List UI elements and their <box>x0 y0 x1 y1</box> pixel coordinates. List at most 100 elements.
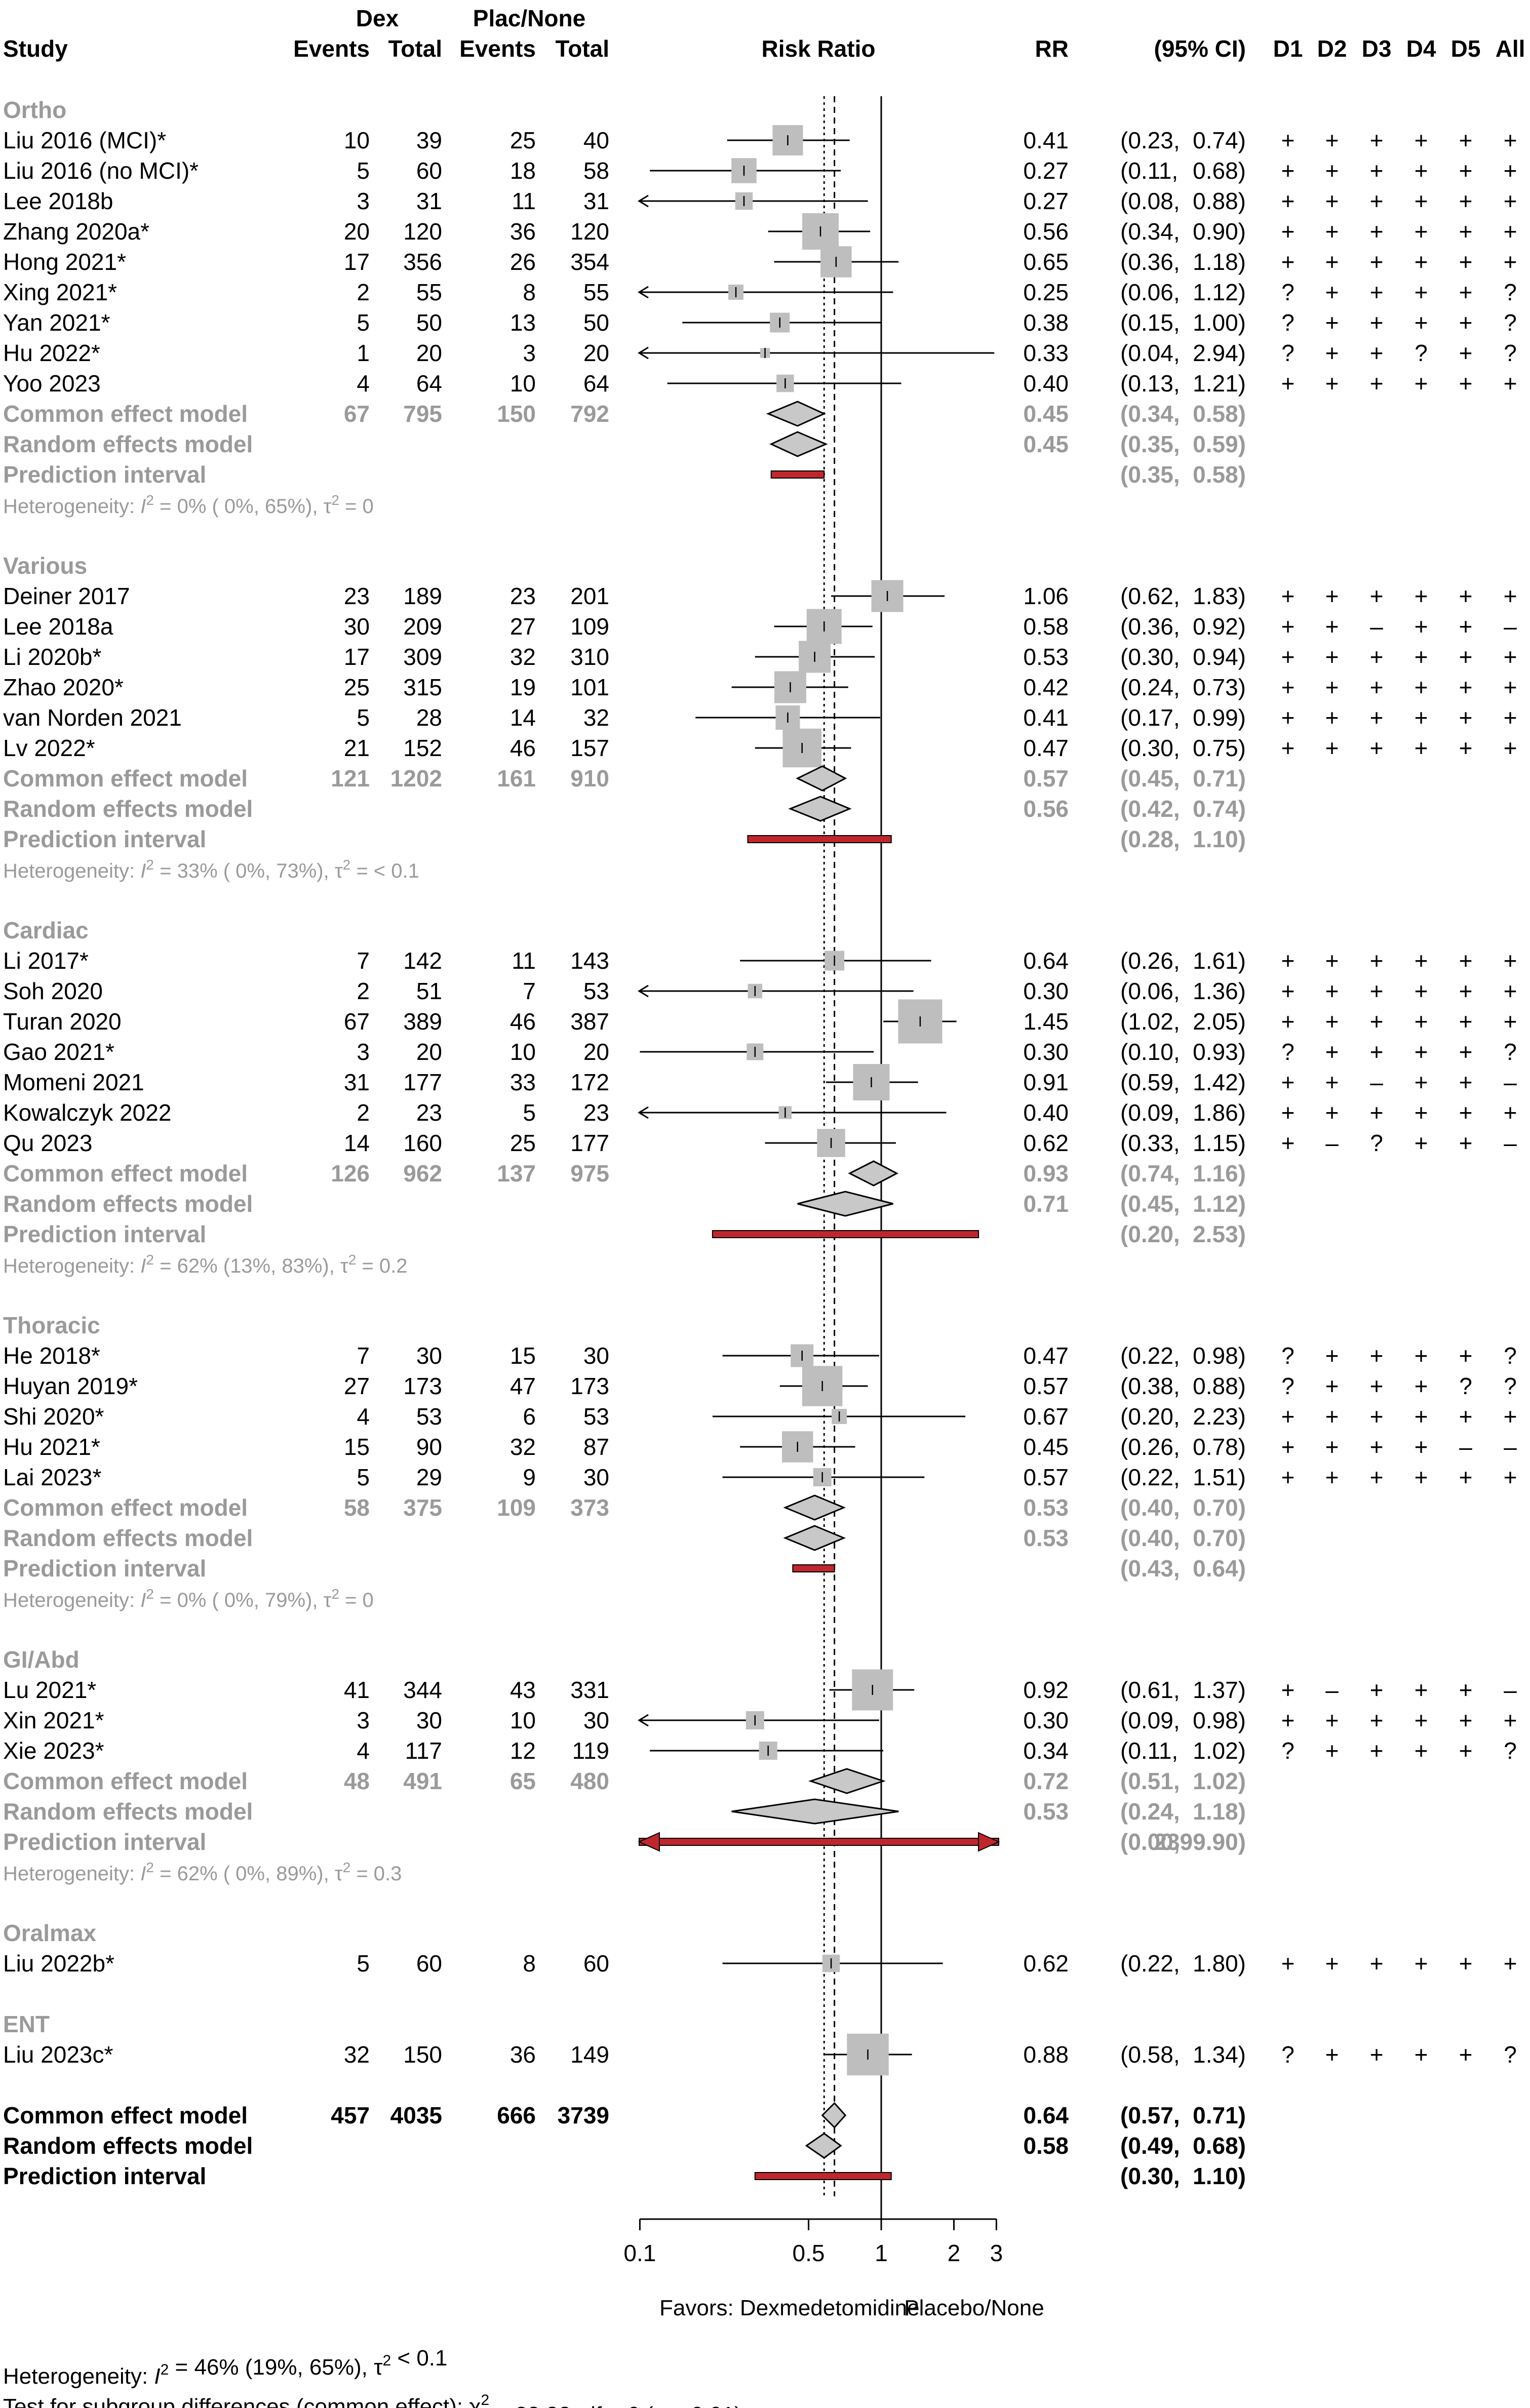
ci-upper: 1.36) <box>1193 978 1246 1004</box>
study-row: Hu 2021* 15 90 32 87 0.45 (0.26, 0.78) + + + + – – <box>3 1431 1517 1463</box>
ci-upper: 0.70) <box>1193 1525 1246 1551</box>
domain-rating: + <box>1325 249 1339 275</box>
domain-rating: ? <box>1504 1373 1517 1399</box>
rr-value: 0.42 <box>1023 674 1069 700</box>
prediction-interval-label: Prediction interval <box>3 461 206 488</box>
domain-rating: + <box>1415 704 1428 731</box>
plac-events: 10 <box>510 1039 536 1065</box>
plac-total: 23 <box>583 1099 609 1126</box>
plac-total: 60 <box>583 1950 609 1977</box>
dex-events: 17 <box>344 644 370 670</box>
prediction-bar <box>639 1838 999 1846</box>
ci-upper: 1.83) <box>1193 583 1246 609</box>
dex-events: 126 <box>331 1160 370 1187</box>
ci-lower: (0.23, <box>1120 127 1180 153</box>
prediction-interval-row: Prediction interval (0.30, 1.10) <box>3 2163 1246 2189</box>
common-effect-row: Common effect model 58 375 109 373 0.53 (0.40,… <box>3 1494 1246 1521</box>
plac-total: 387 <box>570 1008 609 1035</box>
domain-rating: + <box>1370 1008 1384 1035</box>
ci-upper: 1.15) <box>1193 1130 1246 1156</box>
domain-rating: + <box>1415 1707 1428 1733</box>
plac-total: 792 <box>570 401 609 427</box>
dex-total: 30 <box>416 1343 442 1369</box>
rr-value: 0.53 <box>1023 1798 1069 1825</box>
dex-events: 48 <box>344 1768 370 1794</box>
domain-rating: + <box>1370 1099 1384 1126</box>
dex-total: 150 <box>403 2041 442 2068</box>
prediction-upper: 2.53) <box>1193 1221 1246 1247</box>
dex-total: 31 <box>416 188 442 214</box>
plac-events: 13 <box>510 309 536 336</box>
subgroup-title: GI/Abd <box>3 1646 80 1673</box>
domain-rating: ? <box>1281 2041 1294 2068</box>
domain-rating: + <box>1415 1039 1428 1065</box>
study-row: Xie 2023* 4 117 12 119 0.34 (0.11, 1.02)? + + + +? <box>3 1738 1517 1764</box>
common-effect-row: Common effect model 67 795 150 792 0.45 (0.34,… <box>3 401 1246 427</box>
domain-rating: + <box>1370 309 1384 336</box>
random-effects-diamond <box>731 1798 899 1825</box>
domain-rating: + <box>1459 309 1473 336</box>
plac-total: 30 <box>583 1707 609 1733</box>
domain-rating: + <box>1325 1403 1339 1430</box>
study-name: Huyan 2019* <box>3 1373 138 1399</box>
domain-rating: ? <box>1504 340 1517 366</box>
dex-total: 152 <box>403 735 442 761</box>
plac-events: 46 <box>510 1008 536 1035</box>
dex-total: 20 <box>416 340 442 366</box>
domain-rating: + <box>1504 1008 1517 1035</box>
rr-value: 0.41 <box>1023 127 1069 153</box>
ci-upper: 0.74) <box>1193 127 1246 153</box>
domain-rating: + <box>1459 1707 1473 1733</box>
plac-total: 354 <box>570 249 609 275</box>
prediction-bar <box>754 2172 892 2180</box>
domain-rating: – <box>1459 1434 1472 1460</box>
domain-rating: + <box>1415 1099 1428 1126</box>
subgroup-title: Ortho <box>3 97 66 123</box>
rr-value: 0.47 <box>1023 735 1069 761</box>
study-name: Xin 2021* <box>3 1707 104 1733</box>
dex-events: 3 <box>357 1707 370 1733</box>
heterogeneity-part: Heterogeneity: <box>3 1863 140 1885</box>
ci-lower: (0.15, <box>1120 309 1180 336</box>
dex-events: 58 <box>344 1494 370 1521</box>
dex-events: 67 <box>344 401 370 427</box>
domain-rating: + <box>1459 370 1473 397</box>
domain-rating: – <box>1504 1434 1517 1460</box>
dex-total: 4035 <box>390 2102 442 2128</box>
ci-lower: (0.45, <box>1120 1191 1180 1217</box>
plac-total: 53 <box>583 1403 609 1430</box>
header-study: Study <box>3 35 68 62</box>
plac-events: 36 <box>510 218 536 245</box>
ci-lower: (0.34, <box>1120 218 1180 245</box>
study-name: Li 2017* <box>3 948 89 974</box>
subgroup-title: Oralmax <box>3 1920 97 1946</box>
study-name: Gao 2021* <box>3 1039 114 1065</box>
domain-rating: + <box>1325 644 1339 670</box>
plac-total: 58 <box>583 157 609 184</box>
domain-rating: + <box>1325 218 1339 245</box>
random-effects-label: Random effects model <box>3 2133 253 2159</box>
rr-value: 0.41 <box>1023 704 1069 731</box>
ci-lower: (0.33, <box>1120 1130 1180 1156</box>
study-row: Shi 2020* 4 53 6 53 0.67 (0.20, 2.23) + + + + + + <box>3 1403 1517 1430</box>
domain-rating: + <box>1459 978 1473 1004</box>
rr-value: 0.56 <box>1023 218 1069 245</box>
domain-rating: ? <box>1281 1373 1294 1399</box>
dex-total: 962 <box>403 1160 442 1187</box>
study-name: Shi 2020* <box>3 1403 104 1430</box>
ci-lower: (0.09, <box>1120 1099 1180 1126</box>
domain-rating: ? <box>1281 279 1294 305</box>
domain-rating: + <box>1504 948 1517 974</box>
common-effect-row: Common effect model 457 4035 666 3739 0.64 (0.… <box>3 2102 1246 2129</box>
domain-rating: + <box>1325 1464 1339 1490</box>
domain-rating: + <box>1504 188 1517 214</box>
rr-value: 0.34 <box>1023 1738 1069 1764</box>
domain-rating: + <box>1325 1434 1339 1460</box>
study-name: van Norden 2021 <box>3 704 182 731</box>
ci-upper: 0.74) <box>1193 796 1246 822</box>
footer-notes: Heterogeneity: I2 = 46% (19%, 65%), τ2 <… <box>3 2346 742 2408</box>
plac-total: 119 <box>572 1738 609 1764</box>
dex-events: 32 <box>344 2041 370 2068</box>
prediction-lower: (0.00, <box>1120 1829 1180 1855</box>
